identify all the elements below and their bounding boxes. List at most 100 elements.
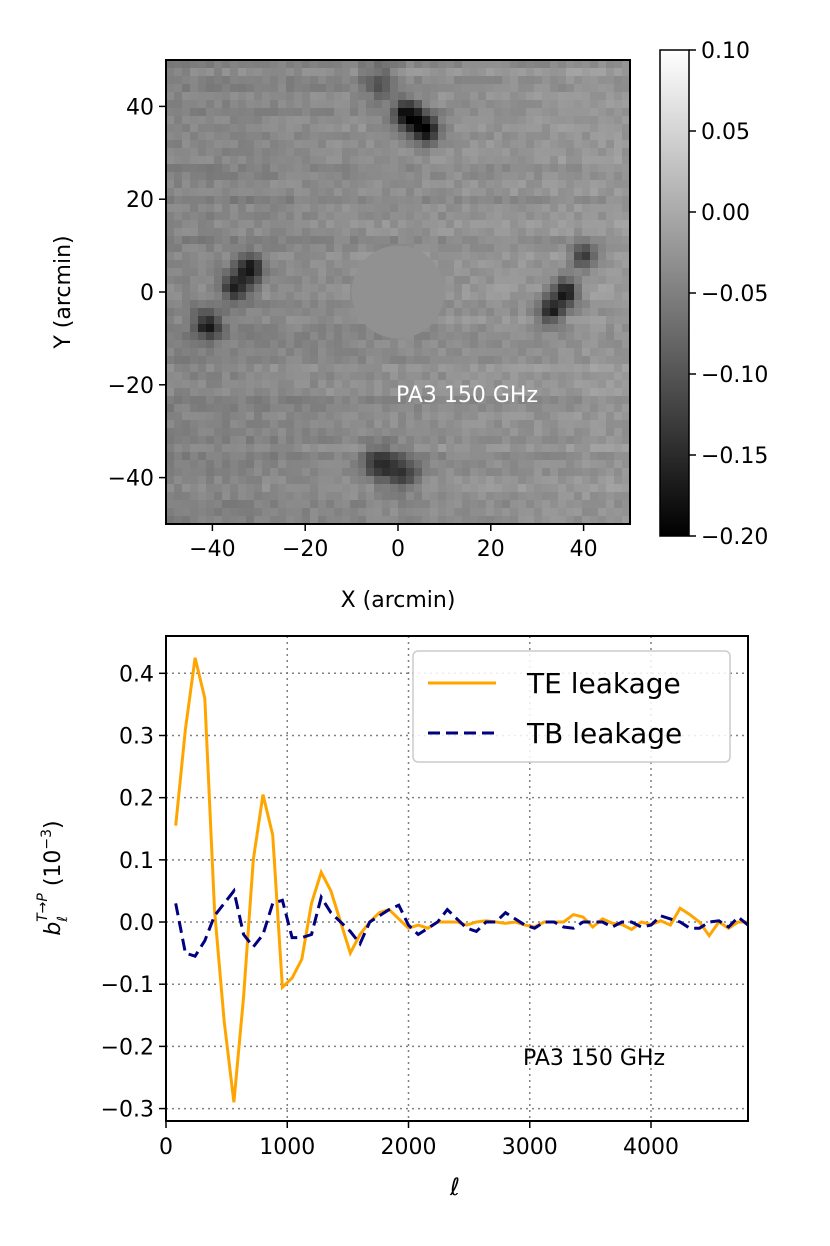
heatmap-cell	[302, 156, 311, 165]
heatmap-cell	[270, 436, 279, 445]
heatmap-cell	[190, 444, 199, 453]
heatmap-cell	[574, 60, 583, 69]
heatmap-cell	[222, 404, 231, 413]
heatmap-cell	[206, 364, 215, 373]
heatmap-cell	[622, 292, 631, 301]
heatmap-cell	[366, 172, 375, 181]
heatmap-cell	[614, 108, 623, 117]
heatmap-cell	[246, 292, 255, 301]
heatmap-cell	[206, 452, 215, 461]
heatmap-cell	[286, 292, 295, 301]
heatmap-cell	[606, 116, 615, 125]
heatmap-cell	[222, 124, 231, 133]
heatmap-cell	[334, 196, 343, 205]
heatmap-cell	[502, 332, 511, 341]
heatmap-cell	[622, 116, 631, 125]
heatmap-cell	[574, 228, 583, 237]
heatmap-cell	[398, 204, 407, 213]
heatmap-cell	[470, 164, 479, 173]
heatmap-cell	[606, 372, 615, 381]
heatmap-cell	[502, 380, 511, 389]
heatmap-cell	[262, 148, 271, 157]
heatmap-cell	[390, 124, 399, 133]
heatmap-cell	[502, 196, 511, 205]
heatmap-cell	[342, 212, 351, 221]
heatmap-cell	[438, 164, 447, 173]
heatmap-cell	[230, 380, 239, 389]
heatmap-cell	[534, 436, 543, 445]
heatmap-cell	[406, 84, 415, 93]
heatmap-cell	[246, 380, 255, 389]
heatmap-cell	[446, 284, 455, 293]
heatmap-cell	[270, 460, 279, 469]
heatmap-cell	[446, 236, 455, 245]
heatmap-cell	[518, 132, 527, 141]
heatmap-cell	[542, 468, 551, 477]
heatmap-cell	[454, 508, 463, 517]
heatmap-cell	[414, 404, 423, 413]
heatmap-cell	[430, 484, 439, 493]
heatmap-cell	[502, 428, 511, 437]
heatmap-cell	[182, 444, 191, 453]
heatmap-cell	[174, 484, 183, 493]
heatmap-cell	[518, 484, 527, 493]
heatmap-cell	[294, 180, 303, 189]
heatmap-cell	[534, 356, 543, 365]
heatmap-cell	[462, 196, 471, 205]
heatmap-cell	[534, 92, 543, 101]
heatmap-cell	[166, 388, 175, 397]
heatmap-cell	[590, 364, 599, 373]
heatmap-cell	[534, 380, 543, 389]
heatmap-cell	[254, 108, 263, 117]
heatmap-cell	[542, 148, 551, 157]
heatmap-cell	[206, 396, 215, 405]
heatmap-cell	[182, 460, 191, 469]
heatmap-cell	[246, 468, 255, 477]
heatmap-cell	[590, 260, 599, 269]
heatmap-cell	[222, 484, 231, 493]
heatmap-cell	[278, 60, 287, 69]
heatmap-cell	[214, 68, 223, 77]
heatmap-cell	[238, 396, 247, 405]
heatmap-cell	[590, 212, 599, 221]
heatmap-cell	[382, 476, 391, 485]
heatmap-cell	[606, 164, 615, 173]
heatmap-cell	[574, 340, 583, 349]
heatmap-cell	[222, 220, 231, 229]
heatmap-cell	[206, 508, 215, 517]
heatmap-cell	[534, 364, 543, 373]
heatmap-cell	[510, 380, 519, 389]
heatmap-cell	[438, 108, 447, 117]
heatmap-cell	[262, 372, 271, 381]
heatmap-cell	[462, 92, 471, 101]
heatmap-cell	[270, 196, 279, 205]
heatmap-cell	[518, 308, 527, 317]
heatmap-cell	[598, 244, 607, 253]
heatmap-cell	[470, 236, 479, 245]
heatmap-cell	[326, 316, 335, 325]
heatmap-cell	[454, 84, 463, 93]
heatmap-cell	[206, 140, 215, 149]
heatmap-cell	[526, 68, 535, 77]
heatmap-cell	[598, 492, 607, 501]
heatmap-cell	[542, 516, 551, 525]
heatmap-cell	[206, 316, 215, 325]
heatmap-cell	[582, 324, 591, 333]
heatmap-cell	[526, 60, 535, 69]
heatmap-cell	[302, 284, 311, 293]
heatmap-cell	[206, 68, 215, 77]
heatmap-cell	[422, 84, 431, 93]
heatmap-cell	[486, 308, 495, 317]
heatmap-cell	[510, 84, 519, 93]
heatmap-cell	[174, 268, 183, 277]
heatmap-cell	[534, 276, 543, 285]
heatmap-cell	[310, 348, 319, 357]
heatmap-cell	[486, 436, 495, 445]
heatmap-cell	[518, 268, 527, 277]
heatmap-cell	[174, 204, 183, 213]
heatmap-cell	[510, 476, 519, 485]
heatmap-cell	[302, 268, 311, 277]
heatmap-cell	[286, 388, 295, 397]
heatmap-cell	[446, 188, 455, 197]
heatmap-cell	[614, 140, 623, 149]
